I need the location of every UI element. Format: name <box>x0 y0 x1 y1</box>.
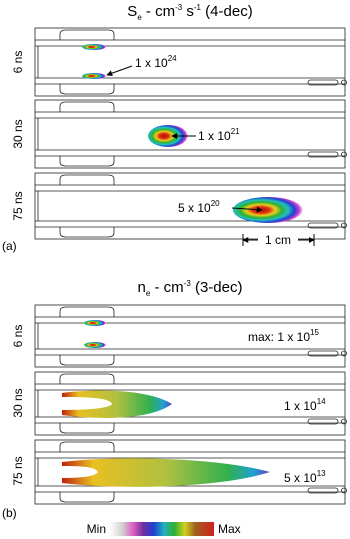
title-part: n <box>138 279 146 296</box>
annotation-base: 1 x 10 <box>284 399 317 413</box>
electrode <box>59 156 115 167</box>
title-sub: e <box>146 289 151 298</box>
title-part: (4-dec) <box>201 3 253 20</box>
source-region <box>82 73 106 79</box>
annotation-exp: 13 <box>317 469 326 478</box>
ground-pin <box>307 418 339 425</box>
annotation: 1 x 1021 <box>198 127 240 143</box>
annotation: 1 x 1024 <box>135 54 177 70</box>
ground-mark <box>341 222 347 229</box>
title-part: (3-dec) <box>191 279 243 296</box>
density-region <box>84 320 106 326</box>
electrode <box>59 29 115 40</box>
geometry <box>34 27 347 505</box>
electrode <box>59 101 115 112</box>
subpanel-frame <box>34 99 346 169</box>
scale-label-bg <box>258 232 298 248</box>
time-label: 30 ns <box>11 119 25 148</box>
annotation: 1 x 1014 <box>284 397 326 413</box>
annotation-base: 5 x 10 <box>284 471 317 485</box>
subpanel-frame <box>34 27 346 97</box>
title-sub: e <box>137 13 142 22</box>
colorbar-min: Min <box>87 522 106 536</box>
time-label: 30 ns <box>11 388 25 417</box>
panel-label: (a) <box>2 239 17 253</box>
ground-pin <box>307 222 339 229</box>
electrode <box>59 84 115 95</box>
title-sup: -1 <box>194 3 202 12</box>
electrode <box>59 492 115 503</box>
annotation-exp: 20 <box>211 199 220 208</box>
electrode <box>59 174 115 185</box>
annotation-exp: 15 <box>310 328 319 337</box>
ground-pin <box>307 487 339 494</box>
panel-title: ne - cm-3 (3-dec) <box>138 279 243 298</box>
ground-mark <box>341 151 347 158</box>
ground-mark <box>341 487 347 494</box>
title-part: - cm <box>150 279 183 296</box>
density-region <box>62 458 270 487</box>
scale-label: 1 cm <box>265 233 291 247</box>
time-label: 75 ns <box>11 456 25 485</box>
density-region <box>62 390 172 418</box>
electrode <box>59 306 115 317</box>
colorbar-max: Max <box>218 522 241 536</box>
electrode <box>59 441 115 452</box>
ground-pin <box>307 151 339 158</box>
density-region <box>84 342 106 348</box>
source-region <box>82 44 106 50</box>
arrow <box>106 65 133 77</box>
colorbar <box>110 522 214 536</box>
electrode <box>59 227 115 238</box>
source-region <box>233 197 303 223</box>
subpanel-frame <box>34 371 346 436</box>
title-part: - cm <box>142 3 175 20</box>
ground-mark <box>341 350 347 357</box>
time-label: 75 ns <box>11 191 25 220</box>
subpanel-frame <box>34 172 346 240</box>
panel-title: Se - cm-3 s-1 (4-dec) <box>127 3 252 22</box>
ground-pin <box>307 350 339 357</box>
panel-label: (b) <box>2 506 17 520</box>
time-label: 6 ns <box>11 325 25 348</box>
annotation-base: 1 x 10 <box>135 56 168 70</box>
title-sup: -3 <box>184 279 192 288</box>
electrode <box>59 373 115 384</box>
title-part: S <box>127 3 137 20</box>
annotation: max: 1 x 1015 <box>248 328 319 344</box>
annotation-base: 5 x 10 <box>178 201 211 215</box>
annotation: 5 x 1013 <box>284 469 326 485</box>
annotation-base: 1 x 10 <box>198 129 231 143</box>
annotation-base: max: 1 x 10 <box>248 330 310 344</box>
arrow <box>231 206 263 213</box>
electrode <box>59 355 115 366</box>
ground-mark <box>341 79 347 86</box>
subpanel-frame <box>34 439 346 505</box>
annotation-exp: 24 <box>168 54 177 63</box>
source-region <box>148 125 188 147</box>
time-label: 6 ns <box>11 51 25 74</box>
electrode <box>59 423 115 434</box>
ground-pin <box>307 79 339 86</box>
title-part: s <box>182 3 194 20</box>
annotation-exp: 14 <box>317 397 326 406</box>
subpanel-frame <box>34 304 346 368</box>
title-sup: -3 <box>175 3 183 12</box>
annotation-exp: 21 <box>231 127 240 136</box>
annotation: 5 x 1020 <box>178 199 220 215</box>
ground-mark <box>341 418 347 425</box>
